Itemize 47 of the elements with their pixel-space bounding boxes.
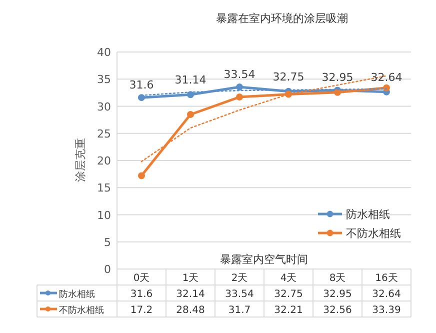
chart-title: 暴露在室内环境的涂层吸潮	[216, 12, 348, 25]
data-label: 32.21	[274, 305, 303, 316]
y-tick-label: 15	[97, 182, 111, 195]
data-label: 32.64	[372, 289, 401, 300]
y-tick-label: 20	[97, 154, 111, 168]
annotation: 32.75	[272, 70, 304, 84]
annotation: 32.95	[322, 71, 354, 84]
x-tick-label: 16天	[375, 273, 398, 284]
x-tick-label: 2天	[231, 273, 248, 284]
y-tick-label: 35	[97, 73, 111, 86]
y-axis-title: 涂层克重	[74, 138, 87, 182]
point	[236, 84, 243, 91]
data-label: 32.75	[274, 289, 303, 300]
annotation: 33.54	[224, 68, 256, 82]
data-label: 32.14	[176, 289, 205, 300]
annotation: 31.6	[129, 78, 154, 92]
data-label: 33.54	[225, 289, 254, 300]
point	[138, 94, 145, 102]
x-tick-label: 1天	[182, 273, 199, 284]
x-tick-label: 0天	[133, 273, 150, 284]
text: 不防水相纸	[59, 306, 104, 316]
point	[236, 94, 243, 101]
x-tick-label: 8天	[329, 273, 346, 284]
data-label: 28.48	[176, 305, 205, 316]
annotation: 31.14	[174, 74, 206, 87]
y-tick-label: 10	[97, 208, 111, 222]
annotation: 32.64	[370, 70, 402, 84]
y-tick-label: 0	[104, 263, 111, 276]
data-label: 32.56	[323, 305, 352, 316]
data-label: 17.2	[130, 305, 153, 316]
x-tick-label: 4天	[280, 273, 297, 284]
data-label: 32.95	[323, 289, 352, 300]
data-label: 33.39	[372, 305, 401, 316]
point	[187, 91, 194, 98]
legend-label: 不防水相纸	[346, 227, 401, 240]
y-tick-label: 40	[97, 46, 111, 59]
data-label: 31.7	[228, 305, 251, 316]
text: 防水相纸	[59, 290, 95, 300]
y-tick-label: 25	[97, 127, 111, 140]
point	[138, 172, 145, 180]
legend-label: 防水相纸	[346, 208, 390, 221]
x-axis-title: 暴露室内空气时间	[220, 253, 308, 266]
data-label: 31.6	[130, 289, 153, 300]
point	[187, 110, 194, 118]
point	[383, 84, 390, 92]
y-tick-label: 5	[104, 236, 111, 249]
y-tick-label: 30	[97, 100, 111, 114]
